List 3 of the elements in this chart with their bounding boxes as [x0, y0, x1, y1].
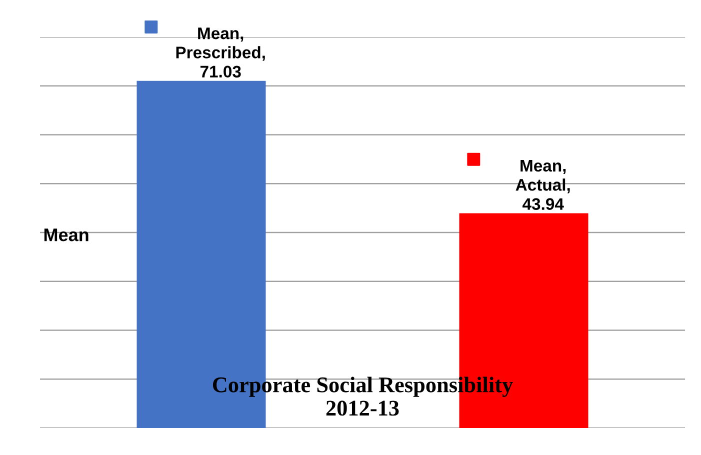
data-label: Mean, Prescribed, 71.03: [176, 28, 265, 78]
data-label: Mean, Actual, 43.94: [516, 160, 570, 210]
y-axis-title: Mean: [44, 228, 88, 242]
